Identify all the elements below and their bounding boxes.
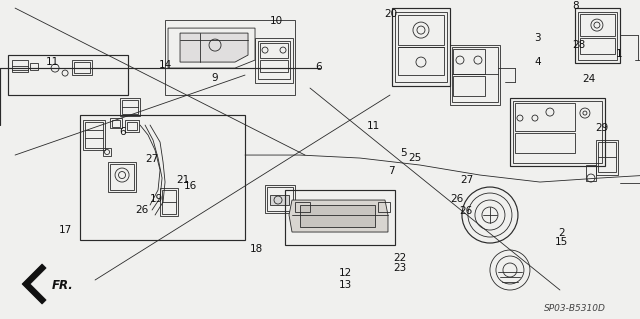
- Text: 26: 26: [460, 205, 472, 216]
- Text: 27: 27: [146, 153, 159, 164]
- Bar: [110, 164, 134, 190]
- Bar: [378, 202, 390, 212]
- Bar: [596, 140, 618, 175]
- Polygon shape: [289, 200, 388, 232]
- Text: 23: 23: [394, 263, 406, 273]
- Bar: [575, 8, 620, 63]
- Bar: [85, 122, 103, 148]
- Polygon shape: [180, 33, 248, 62]
- Text: 11: 11: [367, 121, 380, 131]
- Text: 16: 16: [184, 181, 196, 191]
- Bar: [80, 115, 245, 240]
- Bar: [453, 49, 485, 74]
- Text: 17: 17: [59, 225, 72, 235]
- Text: 18: 18: [250, 244, 262, 254]
- Text: 25: 25: [408, 153, 421, 163]
- Bar: [395, 12, 447, 82]
- Text: 12: 12: [339, 268, 352, 278]
- Text: 28: 28: [573, 41, 586, 50]
- Text: 3: 3: [534, 33, 541, 43]
- Bar: [598, 142, 616, 172]
- Bar: [452, 47, 498, 102]
- Text: 1: 1: [616, 49, 623, 59]
- Text: 6: 6: [315, 62, 321, 72]
- Bar: [8, 55, 128, 95]
- Text: FR.: FR.: [52, 278, 74, 292]
- Text: 20: 20: [384, 10, 397, 19]
- Text: 7: 7: [388, 166, 395, 176]
- Polygon shape: [270, 195, 289, 205]
- Text: 15: 15: [556, 237, 568, 248]
- Bar: [108, 162, 136, 192]
- Bar: [122, 100, 138, 114]
- Bar: [120, 98, 140, 116]
- Bar: [580, 38, 615, 54]
- Bar: [300, 205, 375, 227]
- Bar: [265, 185, 295, 213]
- Bar: [112, 120, 120, 127]
- Text: 11: 11: [46, 57, 59, 67]
- Text: 26: 26: [451, 194, 463, 204]
- Text: 9: 9: [211, 73, 218, 83]
- Bar: [162, 190, 176, 214]
- Text: 13: 13: [339, 280, 352, 290]
- Bar: [398, 15, 444, 45]
- Bar: [103, 148, 111, 156]
- Text: 5: 5: [400, 148, 406, 158]
- Bar: [580, 14, 615, 36]
- Bar: [110, 118, 122, 128]
- Bar: [450, 45, 500, 105]
- Bar: [74, 62, 90, 73]
- Bar: [586, 165, 596, 181]
- Bar: [453, 76, 485, 96]
- Text: 2: 2: [559, 228, 565, 238]
- Text: 19: 19: [150, 194, 163, 204]
- Bar: [258, 41, 290, 79]
- Bar: [72, 60, 92, 75]
- Bar: [285, 190, 395, 245]
- Bar: [83, 120, 105, 150]
- Bar: [125, 120, 139, 132]
- Bar: [12, 60, 28, 72]
- Bar: [260, 43, 288, 58]
- Text: 8: 8: [573, 2, 579, 11]
- Text: 21: 21: [176, 175, 189, 185]
- Bar: [398, 47, 444, 75]
- Bar: [260, 60, 288, 72]
- Bar: [127, 122, 137, 130]
- Bar: [267, 187, 293, 211]
- Bar: [392, 8, 450, 86]
- Bar: [515, 103, 575, 131]
- Bar: [255, 38, 293, 83]
- Text: 4: 4: [534, 57, 541, 67]
- Text: 27: 27: [461, 174, 474, 185]
- Bar: [515, 133, 575, 153]
- Text: 24: 24: [582, 74, 595, 84]
- Bar: [513, 101, 602, 163]
- Bar: [578, 12, 617, 60]
- Text: 22: 22: [394, 253, 406, 263]
- Text: SP03-B5310D: SP03-B5310D: [544, 303, 606, 313]
- Text: 26: 26: [136, 205, 148, 215]
- Text: 6: 6: [120, 127, 126, 137]
- Text: 14: 14: [159, 61, 172, 70]
- Text: 10: 10: [270, 16, 283, 26]
- Text: 29: 29: [595, 122, 608, 133]
- Bar: [510, 98, 605, 166]
- Bar: [295, 202, 310, 212]
- Bar: [160, 188, 178, 216]
- Bar: [30, 63, 38, 70]
- Polygon shape: [22, 264, 46, 304]
